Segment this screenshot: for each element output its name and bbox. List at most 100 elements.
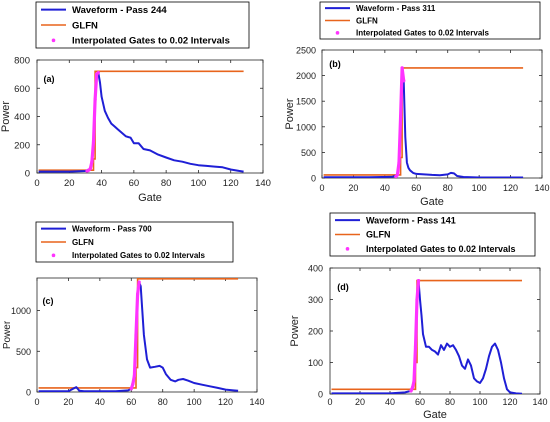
x-tick-label: 0	[319, 183, 324, 193]
x-tick-label: 20	[355, 397, 365, 407]
x-tick-label: 100	[472, 183, 487, 193]
plot-area	[321, 49, 543, 179]
y-tick-label: 0	[318, 390, 323, 400]
x-tick-label: 140	[534, 183, 549, 193]
series-group	[38, 278, 239, 392]
panel-label: (a)	[44, 74, 55, 84]
x-tick-label: 0	[34, 178, 39, 189]
y-tick-label: 0	[26, 388, 31, 398]
y-tick-label: 200	[308, 327, 323, 337]
interpolated-gate-point	[96, 71, 100, 75]
legend-swatch-interpolated	[51, 38, 56, 43]
glfn-line	[38, 278, 239, 389]
y-axis-label: Power	[2, 320, 13, 349]
interpolated-gate-point	[413, 345, 418, 349]
x-axis-label: Gate	[420, 196, 444, 208]
x-tick-label: 0	[34, 397, 39, 407]
legend-label: Interpolated Gates to 0.02 Intervals	[366, 244, 516, 254]
panel-label: (c)	[43, 296, 54, 306]
x-tick-label: 80	[161, 178, 172, 189]
x-tick-label: 20	[64, 178, 75, 189]
x-tick-label: 40	[95, 397, 105, 407]
legend-label: Interpolated Gates to 0.02 Intervals	[72, 36, 230, 47]
panel-label: (b)	[329, 59, 341, 69]
x-tick-label: 120	[502, 397, 517, 407]
legend-label: GLFN	[366, 230, 391, 240]
interpolated-gate-point	[134, 333, 138, 337]
interpolated-gate-point	[90, 160, 94, 164]
x-tick-label: 60	[415, 397, 425, 407]
x-tick-label: 80	[158, 397, 168, 407]
series-group	[331, 279, 523, 394]
plot-area	[36, 277, 258, 393]
interpolated-gate-point	[400, 66, 404, 70]
waveform-line	[38, 281, 239, 392]
y-tick-label: 0	[311, 174, 316, 184]
legend-label: Interpolated Gates to 0.02 Intervals	[72, 251, 205, 260]
legend-swatch-interpolated	[335, 31, 340, 35]
interpolated-gate-point	[88, 167, 92, 171]
y-axis-label: Power	[289, 315, 301, 347]
y-tick-label: 1000	[11, 306, 31, 316]
legend-box	[319, 1, 541, 40]
y-tick-label: 2500	[296, 46, 316, 56]
x-tick-label: 40	[385, 397, 395, 407]
x-tick-label: 120	[223, 178, 239, 189]
x-tick-label: 120	[218, 397, 233, 407]
legend-box	[35, 221, 234, 263]
interpolated-gate-point	[129, 387, 133, 391]
interpolated-gate-point	[395, 173, 400, 177]
series-group	[323, 66, 524, 178]
interpolated-gate-point	[137, 280, 141, 284]
legend-label: Waveform - Pass 700	[72, 224, 152, 233]
legend-label: Waveform - Pass 311	[356, 4, 436, 13]
interpolated-gate-point	[398, 114, 403, 119]
x-tick-label: 20	[348, 183, 358, 193]
x-tick-label: 60	[411, 183, 421, 193]
y-tick-label: 1500	[296, 97, 316, 107]
x-tick-label: 80	[445, 397, 455, 407]
x-tick-label: 100	[190, 178, 206, 189]
interpolated-gate-point	[402, 79, 406, 83]
legend-label: Interpolated Gates to 0.02 Intervals	[356, 29, 489, 38]
interpolated-gate-point	[93, 97, 97, 102]
legend-box	[329, 212, 536, 257]
y-tick-label: 2000	[296, 71, 316, 81]
x-tick-label: 40	[96, 178, 107, 189]
y-tick-label: 1000	[296, 122, 316, 132]
x-tick-label: 100	[472, 397, 487, 407]
chart-panel: 0 20 40 60 80 100 120 140 0 200 400 600 800 Gate Power…	[0, 1, 271, 204]
y-tick-label: 400	[14, 112, 30, 123]
chart-panel: 0 20 40 60 80 100 120 140 0 500 1000 1500 2000 2500 Ga…	[284, 1, 550, 208]
interpolated-gate-point	[409, 389, 413, 393]
plot-area	[329, 267, 541, 395]
interpolated-gate-point	[397, 161, 401, 165]
x-tick-label: 60	[129, 178, 140, 189]
y-tick-label: 400	[308, 264, 323, 274]
x-tick-label: 60	[126, 397, 136, 407]
legend-label: GLFN	[356, 16, 378, 25]
y-tick-label: 600	[14, 84, 30, 95]
interpolated-gate-point	[131, 382, 135, 386]
y-axis-label: Power	[284, 98, 296, 130]
x-tick-label: 80	[443, 183, 453, 193]
series-group	[38, 70, 244, 173]
legend-label: Waveform - Pass 141	[366, 215, 456, 225]
x-tick-label: 120	[503, 183, 518, 193]
y-tick-label: 0	[25, 169, 30, 180]
interpolated-gate-point	[91, 140, 96, 144]
x-tick-label: 40	[380, 183, 390, 193]
y-tick-label: 300	[308, 295, 323, 305]
x-tick-label: 0	[327, 397, 332, 407]
plot-area	[36, 59, 264, 174]
interpolated-gate-point	[415, 297, 419, 302]
interpolated-gate-point	[410, 386, 415, 390]
legend-swatch-interpolated	[345, 247, 350, 251]
y-tick-label: 500	[301, 148, 316, 158]
legend-label: Waveform - Pass 244	[72, 5, 167, 16]
interpolated-gate-point	[132, 374, 137, 378]
waveform-line	[323, 66, 524, 178]
glfn-line	[323, 67, 524, 176]
chart-panel: 0 20 40 60 80 100 120 140 0 100 200 300 400 Gate Power…	[289, 212, 548, 421]
x-tick-label: 100	[187, 397, 202, 407]
